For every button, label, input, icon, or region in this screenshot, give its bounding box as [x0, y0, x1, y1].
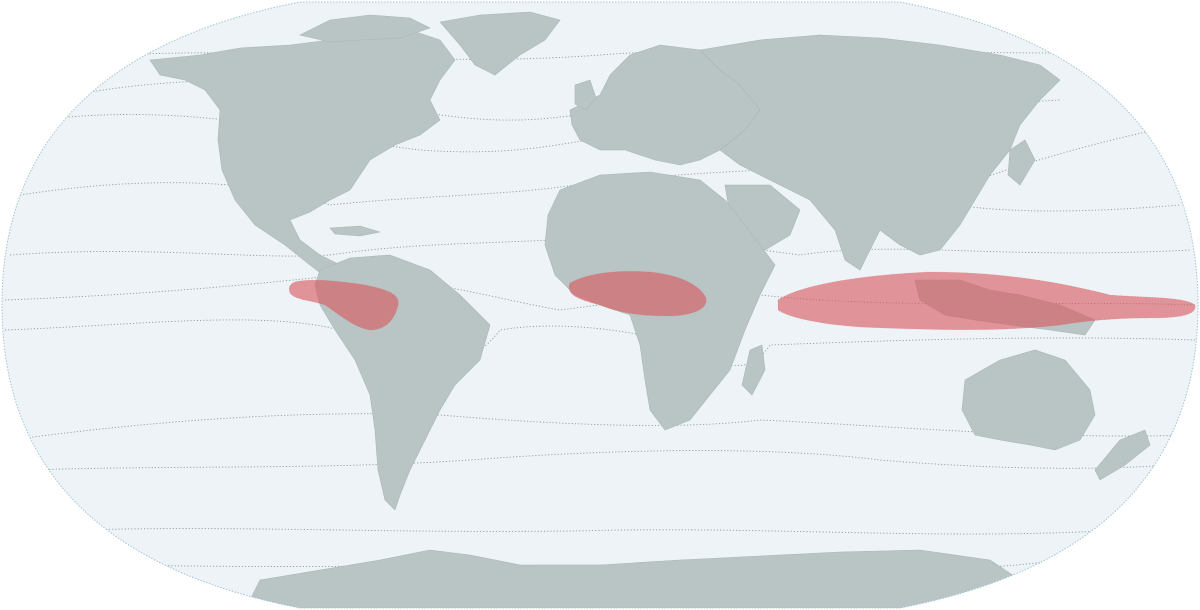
australia — [961, 349, 1096, 451]
landmasses — [149, 11, 1151, 608]
asia — [699, 34, 1061, 271]
highlight-amazon-basin — [288, 279, 399, 331]
caribbean — [329, 225, 381, 237]
highlight-congo-basin — [568, 271, 707, 317]
british-isles — [574, 79, 597, 111]
antarctica — [249, 549, 1021, 608]
arctic-islands — [299, 14, 431, 43]
highlight-maritime-continent — [777, 271, 1196, 331]
new-zealand — [1094, 429, 1151, 481]
highlight-regions — [288, 271, 1196, 331]
greenland — [439, 11, 561, 76]
japan — [1007, 139, 1036, 186]
madagascar — [741, 344, 766, 396]
